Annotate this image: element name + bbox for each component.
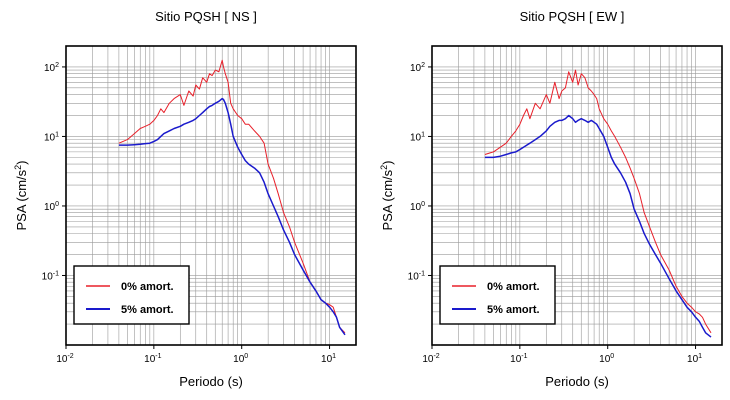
x-axis-label: Periodo (s) bbox=[545, 374, 609, 389]
y-tick-label-exp: -1 bbox=[53, 270, 59, 277]
y-axis-label-base: PSA (cm/s bbox=[380, 169, 395, 230]
x-tick-label: 10-1 bbox=[144, 353, 161, 365]
x-tick-label-base: 10 bbox=[56, 354, 68, 365]
x-tick-label-exp: -2 bbox=[67, 353, 73, 360]
series-line-blue bbox=[484, 114, 712, 338]
x-tick-label-exp: -1 bbox=[521, 353, 527, 360]
y-tick-label-base: 10 bbox=[44, 202, 56, 213]
legend-label: 5% amort. bbox=[487, 304, 540, 316]
legend-box bbox=[73, 265, 190, 325]
x-tick-label-exp: 0 bbox=[244, 353, 248, 360]
x-tick-label-exp: 1 bbox=[698, 353, 702, 360]
y-axis-label-close: ) bbox=[14, 160, 29, 164]
y-tick-label-exp: 0 bbox=[55, 201, 59, 208]
x-tick-label-exp: -2 bbox=[433, 353, 439, 360]
x-axis-label: Periodo (s) bbox=[179, 374, 243, 389]
y-tick-label: 101 bbox=[410, 131, 425, 143]
grid bbox=[432, 46, 722, 345]
y-axis-label-close: ) bbox=[380, 160, 395, 164]
y-tick-label: 100 bbox=[44, 201, 59, 213]
series-line-red bbox=[484, 69, 712, 334]
series-line-blue bbox=[118, 97, 346, 336]
y-tick-label-base: 10 bbox=[42, 271, 54, 282]
y-tick-label: 102 bbox=[410, 62, 425, 74]
y-tick-label: 10-1 bbox=[408, 270, 425, 282]
x-tick-label-base: 10 bbox=[687, 354, 699, 365]
x-tick-label-exp: -1 bbox=[155, 353, 161, 360]
y-tick-label-exp: -1 bbox=[419, 270, 425, 277]
y-tick-label-exp: 0 bbox=[421, 201, 425, 208]
y-tick-label: 100 bbox=[410, 201, 425, 213]
y-tick-label: 101 bbox=[44, 131, 59, 143]
y-tick-label-base: 10 bbox=[410, 63, 422, 74]
plot-frame bbox=[431, 45, 723, 346]
axis-ticks bbox=[428, 66, 697, 349]
legend-box bbox=[439, 265, 556, 325]
y-tick-label-exp: 2 bbox=[421, 62, 425, 69]
legend-label: 0% amort. bbox=[487, 281, 540, 293]
y-tick-label: 10-1 bbox=[42, 270, 59, 282]
legend-label: 0% amort. bbox=[121, 281, 174, 293]
x-tick-label: 10-1 bbox=[510, 353, 527, 365]
y-axis-label: PSA (cm/s2) bbox=[379, 160, 395, 230]
x-tick-label-exp: 1 bbox=[332, 353, 336, 360]
y-axis-label-base: PSA (cm/s bbox=[14, 169, 29, 230]
x-tick-label-base: 10 bbox=[233, 354, 245, 365]
plot-frame bbox=[65, 45, 357, 346]
x-tick-label-base: 10 bbox=[321, 354, 333, 365]
y-tick-label-exp: 1 bbox=[421, 131, 425, 138]
grid bbox=[66, 46, 356, 345]
legend-label: 5% amort. bbox=[121, 304, 174, 316]
y-tick-label-base: 10 bbox=[44, 132, 56, 143]
series-line-red bbox=[118, 59, 346, 334]
x-tick-label: 10-2 bbox=[56, 353, 73, 365]
x-tick-label-base: 10 bbox=[422, 354, 434, 365]
x-tick-label-base: 10 bbox=[144, 354, 156, 365]
y-tick-label-base: 10 bbox=[408, 271, 420, 282]
y-tick-label-base: 10 bbox=[410, 202, 422, 213]
y-tick-label: 102 bbox=[44, 62, 59, 74]
legend: 0% amort. 5% amort. bbox=[439, 265, 556, 325]
y-tick-label-exp: 1 bbox=[55, 131, 59, 138]
x-tick-label-base: 10 bbox=[510, 354, 522, 365]
y-axis-label: PSA (cm/s2) bbox=[13, 160, 29, 230]
y-tick-label-base: 10 bbox=[44, 63, 56, 74]
x-tick-label: 100 bbox=[233, 353, 248, 365]
y-tick-label-base: 10 bbox=[410, 132, 422, 143]
x-tick-label: 101 bbox=[321, 353, 336, 365]
y-tick-label-exp: 2 bbox=[55, 62, 59, 69]
y-axis-label-exp: 2 bbox=[379, 165, 389, 170]
x-tick-label: 101 bbox=[687, 353, 702, 365]
legend: 0% amort. 5% amort. bbox=[73, 265, 190, 325]
x-tick-label: 10-2 bbox=[422, 353, 439, 365]
axis-ticks bbox=[62, 66, 331, 349]
chart-title: Sitio PQSH [ NS ] bbox=[155, 9, 257, 24]
x-tick-label: 100 bbox=[599, 353, 614, 365]
x-tick-label-exp: 0 bbox=[610, 353, 614, 360]
y-axis-label-exp: 2 bbox=[13, 165, 23, 170]
x-tick-label-base: 10 bbox=[599, 354, 611, 365]
chart-title: Sitio PQSH [ EW ] bbox=[520, 9, 625, 24]
